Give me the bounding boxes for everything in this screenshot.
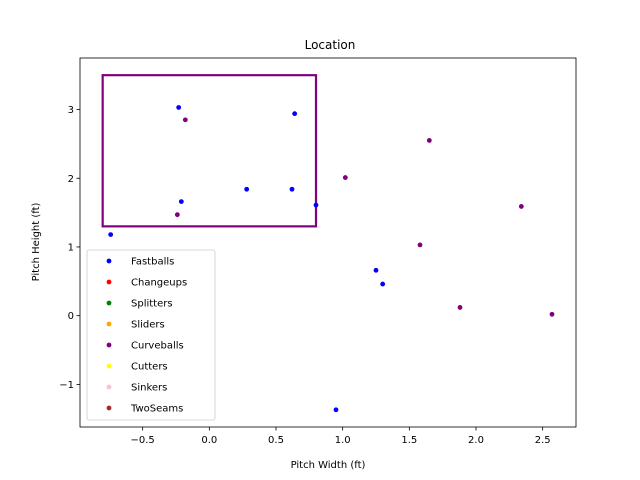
legend-items: Fastballs Changeups Splitters Sliders Curveb… — [106, 257, 187, 415]
x-tick-label: 0.5 — [268, 435, 284, 446]
point-fastballs — [244, 186, 250, 192]
x-tick-label: 1.0 — [335, 435, 351, 446]
legend-marker-fastballs — [106, 258, 112, 264]
point-fastballs — [178, 199, 184, 205]
point-fastballs — [176, 105, 182, 110]
point-fastballs — [292, 111, 298, 117]
legend-label-sinkers: Sinkers — [131, 383, 167, 394]
point-curveballs — [518, 204, 524, 209]
legend-marker-twoseams — [106, 405, 112, 411]
point-curveballs — [426, 138, 432, 143]
point-curveballs — [549, 311, 555, 317]
y-tick-label: 2 — [68, 174, 74, 185]
legend-label-twoseams: TwoSeams — [130, 404, 183, 415]
x-tick-label: 2.5 — [535, 435, 551, 446]
point-fastballs — [313, 202, 319, 208]
point-curveballs — [342, 175, 348, 180]
legend-label-splitters: Splitters — [131, 299, 173, 310]
x-tick-label: 1.5 — [401, 435, 417, 446]
pitch-points — [108, 105, 555, 413]
x-axis-ticks: −0.5 0.0 0.5 1.0 1.5 2.0 2.5 — [131, 427, 551, 446]
y-axis-ticks: −1 0 1 2 3 — [59, 105, 80, 391]
plot-border — [79, 57, 577, 428]
y-tick-label: 3 — [68, 105, 74, 116]
point-curveballs — [182, 117, 188, 123]
y-axis-label: Pitch Height (ft) — [31, 202, 42, 281]
legend-marker-splitters — [106, 300, 112, 306]
point-fastballs — [289, 186, 295, 192]
point-curveballs — [417, 242, 423, 248]
legend-label-fastballs: Fastballs — [131, 257, 174, 268]
legend-marker-curveballs — [106, 342, 112, 348]
chart-title: Location — [305, 38, 356, 52]
point-fastballs — [373, 267, 379, 273]
x-tick-label: 0.0 — [201, 435, 217, 446]
point-fastballs — [380, 281, 386, 287]
y-tick-label: −1 — [59, 380, 74, 391]
x-axis-label: Pitch Width (ft) — [291, 460, 366, 471]
legend-marker-cutters — [106, 363, 112, 369]
legend-marker-sinkers — [106, 384, 112, 390]
y-tick-label: 1 — [68, 242, 74, 253]
point-fastballs — [108, 232, 114, 237]
legend-marker-changeups — [106, 279, 112, 285]
y-tick-label: 0 — [68, 311, 74, 322]
strike-zone-box — [101, 74, 318, 228]
legend-box — [86, 249, 216, 421]
x-tick-label: −0.5 — [131, 435, 155, 446]
legend-label-cutters: Cutters — [131, 362, 168, 373]
x-tick-label: 2.0 — [468, 435, 484, 446]
legend-label-sliders: Sliders — [131, 320, 165, 331]
point-curveballs — [174, 212, 180, 218]
point-fastballs — [333, 407, 339, 413]
legend-label-curveballs: Curveballs — [131, 341, 184, 352]
point-curveballs — [457, 305, 463, 310]
legend-label-changeups: Changeups — [131, 278, 187, 289]
legend: Fastballs Changeups Splitters Sliders Curveb… — [86, 249, 216, 421]
legend-marker-sliders — [106, 321, 112, 327]
